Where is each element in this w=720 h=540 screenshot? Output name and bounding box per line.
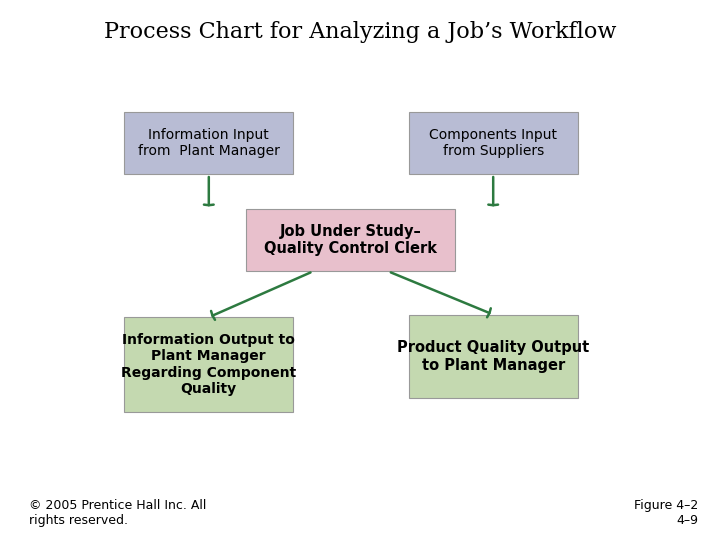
Text: Process Chart for Analyzing a Job’s Workflow: Process Chart for Analyzing a Job’s Work… [104, 22, 616, 43]
Text: Product Quality Output
to Plant Manager: Product Quality Output to Plant Manager [397, 340, 590, 373]
FancyBboxPatch shape [124, 317, 294, 411]
Text: Components Input
from Suppliers: Components Input from Suppliers [429, 128, 557, 158]
Text: Information Input
from  Plant Manager: Information Input from Plant Manager [138, 128, 280, 158]
Text: Job Under Study–
Quality Control Clerk: Job Under Study– Quality Control Clerk [264, 224, 437, 256]
Text: Information Output to
Plant Manager
Regarding Component
Quality: Information Output to Plant Manager Rega… [121, 333, 297, 396]
FancyBboxPatch shape [124, 112, 294, 174]
Text: © 2005 Prentice Hall Inc. All
rights reserved.: © 2005 Prentice Hall Inc. All rights res… [29, 499, 206, 527]
FancyBboxPatch shape [409, 314, 578, 399]
FancyBboxPatch shape [246, 209, 455, 271]
Text: Figure 4–2
4–9: Figure 4–2 4–9 [634, 499, 698, 527]
FancyBboxPatch shape [409, 112, 578, 174]
